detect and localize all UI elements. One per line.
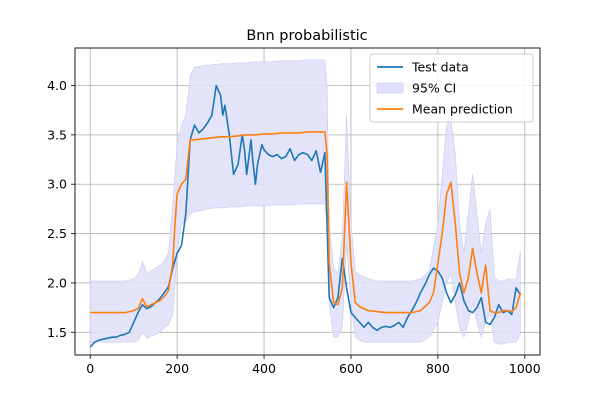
legend-label-test-data: Test data: [411, 60, 469, 75]
legend-swatch-95-ci: [376, 82, 404, 94]
x-tick-label: 0: [86, 361, 94, 376]
ticks: 0 200 400 600 800 1000 1.5 2.0 2.5 3.0 3.5 4.0: [47, 78, 541, 376]
chart-title: Bnn probabilistic: [246, 28, 367, 44]
x-tick-label: 800: [426, 361, 450, 376]
x-tick-label: 200: [165, 361, 189, 376]
y-tick-label: 2.5: [47, 226, 67, 241]
x-tick-label: 1000: [509, 361, 541, 376]
series-layer: [89, 84, 522, 348]
legend-label-mean-prediction: Mean prediction: [412, 102, 513, 117]
legend-label-95-ci: 95% CI: [412, 81, 456, 96]
y-tick-label: 3.0: [47, 177, 67, 192]
y-tick-label: 1.5: [47, 325, 67, 340]
y-tick-label: 2.0: [47, 275, 67, 290]
x-tick-label: 600: [339, 361, 363, 376]
axes-frame: [74, 47, 541, 356]
x-tick-label: 400: [252, 361, 276, 376]
y-tick-label: 3.5: [47, 127, 67, 142]
series-line-test-data: [89, 84, 522, 348]
series-line-mean-prediction: [90, 131, 522, 314]
legend-box: [369, 53, 534, 123]
legend: Test data 95% CI Mean prediction: [369, 53, 534, 123]
y-tick-label: 4.0: [47, 78, 67, 93]
